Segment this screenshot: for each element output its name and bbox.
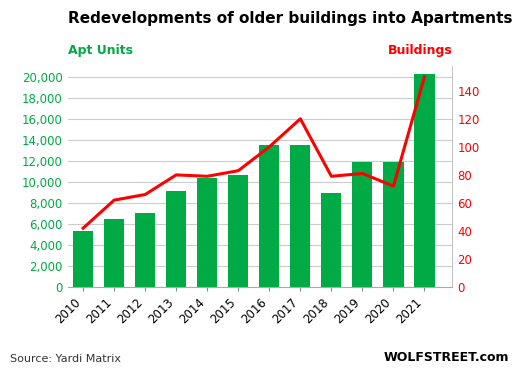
- Text: Source: Yardi Matrix: Source: Yardi Matrix: [10, 354, 121, 364]
- Bar: [135, 213, 155, 287]
- Bar: [197, 178, 217, 287]
- Text: Apt Units: Apt Units: [68, 44, 133, 57]
- Bar: [228, 174, 249, 287]
- Bar: [383, 162, 404, 287]
- Text: Buildings: Buildings: [387, 44, 452, 57]
- Bar: [104, 219, 124, 287]
- Bar: [73, 231, 93, 287]
- Bar: [259, 145, 279, 287]
- Bar: [353, 162, 372, 287]
- Text: WOLFSTREET.com: WOLFSTREET.com: [384, 351, 510, 364]
- Bar: [321, 194, 342, 287]
- Bar: [166, 191, 186, 287]
- Bar: [290, 145, 310, 287]
- Bar: [414, 74, 435, 287]
- Text: Redevelopments of older buildings into Apartments: Redevelopments of older buildings into A…: [68, 11, 512, 26]
